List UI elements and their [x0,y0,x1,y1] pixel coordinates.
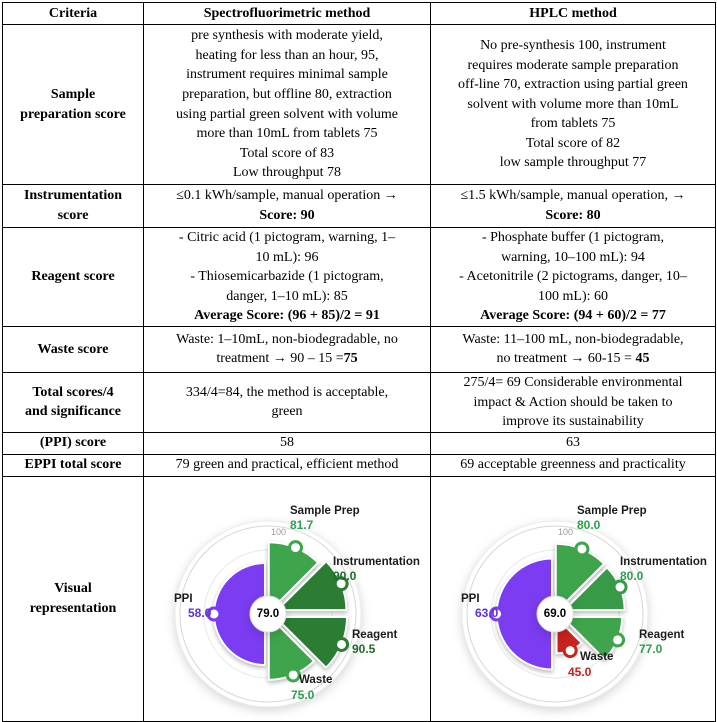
reagent-value: 90.5 [352,642,376,657]
eppi-radial-chart-hplc: 100 Sample Prep 80.0 Instrumentation 80.… [434,477,717,720]
waste-label: Waste [299,674,333,687]
row-eppi-total-score: EPPI total score 79 green and practical,… [2,453,716,477]
waste-value: 45.0 [568,665,592,680]
instrumentation-label: Instrumentation [620,556,707,569]
criteria-waste: Waste score [2,325,144,373]
total-spectro-cell: 334/4=84, the method is acceptable, gree… [143,371,431,433]
sample-prep-label-group: Sample Prep 80.0 [577,505,647,532]
reagent-hplc-cell: - Phosphate buffer (1 pictogram, warning… [430,227,716,327]
instrumentation-label-group: Instrumentation 90.0 [333,556,420,583]
ppi-spectro-cell: 58 [143,431,431,455]
reagent-value: 77.0 [639,642,663,657]
instrumentation-label-group: Instrumentation 80.0 [620,556,707,583]
reagent-label: Reagent [639,629,685,642]
visual-spectro-cell: 100 Sample Prep 81.7 Instrumentation 90.… [143,475,431,722]
instrumentation-label: Instrumentation [333,556,420,569]
ppi-value: 58.0 [188,606,212,621]
header-hplc: HPLC method [430,2,716,25]
ppi-label: PPI [461,593,480,606]
sample-prep-label: Sample Prep [290,505,360,518]
ppi-label: PPI [174,593,193,606]
center-total-score: 79.0 [256,608,280,621]
reagent-label-group: Reagent 77.0 [639,629,684,656]
ppi-value: 63.0 [475,606,499,621]
criteria-instrumentation: Instrumentation score [2,184,144,228]
eppi-radial-chart-spectrofluorimetric: 100 Sample Prep 81.7 Instrumentation 90.… [147,477,430,720]
axis-max-label: 100 [558,527,574,538]
sample-prep-spectro-cell: pre synthesis with moderate yield, heati… [143,24,431,185]
axis-max-label: 100 [271,527,287,538]
sample-prep-value: 81.7 [290,518,314,533]
waste-value: 75.0 [291,688,315,703]
instrumentation-value: 90.0 [333,569,357,584]
waste-spectro-cell: Waste: 1–10mL, non-biodegradable, no tre… [143,325,431,373]
row-total-scores: Total scores/4 and significance 334/4=84… [2,371,716,433]
row-ppi-score: (PPI) score 58 63 [2,431,716,455]
ppi-hplc-cell: 63 [430,431,716,455]
total-hplc-cell: 275/4= 69 Considerable environmental imp… [430,371,716,433]
criteria-visual-representation: Visual representation [2,475,144,722]
eppi-spectro-cell: 79 green and practical, efficient method [143,453,431,477]
header-spectrofluorimetric: Spectrofluorimetric method [143,2,431,25]
visual-hplc-cell: 100 Sample Prep 80.0 Instrumentation 80.… [430,475,717,722]
sample-prep-hplc-cell: No pre-synthesis 100, instrument require… [430,24,716,185]
criteria-sample-preparation: Sample preparation score [2,24,144,185]
row-reagent: Reagent score - Citric acid (1 pictogram… [2,227,716,327]
radial-chart-canvas [174,520,362,708]
criteria-reagent: Reagent score [2,227,144,327]
row-visual-representation: Visual representation 100 Sample Prep 81… [2,475,717,722]
instrumentation-hplc-cell: ≤1.5 kWh/sample, manual operation, → Sco… [430,184,716,228]
reagent-label-group: Reagent 90.5 [352,629,397,656]
criteria-total-scores: Total scores/4 and significance [2,371,144,433]
radial-chart-canvas [461,520,649,708]
row-sample-preparation: Sample preparation score pre synthesis w… [2,24,716,185]
instrumentation-spectro-cell: ≤0.1 kWh/sample, manual operation → Scor… [143,184,431,228]
sample-prep-label-group: Sample Prep 81.7 [290,505,360,532]
table-header-row: Criteria Spectrofluorimetric method HPLC… [2,2,716,25]
instrumentation-value: 80.0 [620,569,644,584]
eppi-hplc-cell: 69 acceptable greenness and practicality [430,453,716,477]
sample-prep-label: Sample Prep [577,505,647,518]
reagent-label: Reagent [352,629,398,642]
reagent-spectro-cell: - Citric acid (1 pictogram, warning, 1– … [143,227,431,327]
header-criteria: Criteria [2,2,144,25]
waste-label: Waste [580,651,614,664]
waste-hplc-cell: Waste: 11–100 mL, non-biodegradable, no … [430,325,716,373]
row-instrumentation: Instrumentation score ≤0.1 kWh/sample, m… [2,184,716,228]
sample-prep-value: 80.0 [577,518,601,533]
row-waste: Waste score Waste: 1–10mL, non-biodegrad… [2,325,716,373]
criteria-eppi-total: EPPI total score [2,453,144,477]
criteria-ppi-score: (PPI) score [2,431,144,455]
center-total-score: 69.0 [543,608,567,621]
